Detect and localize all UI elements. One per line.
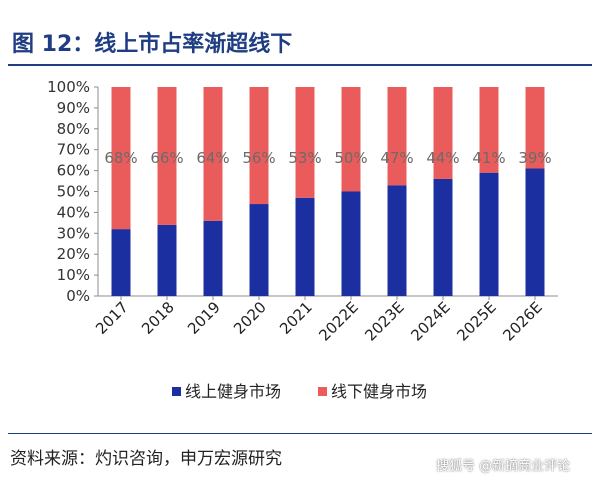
x-tick-label: 2023E [361,298,407,344]
chart-title: 图 12：线上市占率渐超线下 [12,32,293,57]
bar-online-2020 [249,204,269,296]
stacked-bar-chart: 0% 10% 20% 30% 40% 50% 60% 70% 80% 90% 100% 68% 2017… [47,78,558,401]
title-divider [8,64,592,66]
bar-online-2022E [341,191,361,296]
bar-offline-2021 [295,87,315,198]
y-tick-label: 90% [57,99,90,117]
bar-offline-2020 [249,87,269,205]
x-tick-label: 2018 [138,298,178,338]
data-label: 44% [426,149,459,167]
bar-offline-2017 [111,87,131,230]
data-label: 56% [242,149,275,167]
bar-offline-2025E [479,87,499,173]
y-tick-label: 20% [57,245,90,263]
bar-offline-2024E [433,87,453,179]
y-tick-label: 40% [57,203,90,221]
source-note: 资料来源：灼识咨询，申万宏源研究 [10,449,282,469]
bar-online-2018 [157,224,177,296]
x-tick-label: 2020 [230,298,270,338]
x-tick-label: 2022E [315,298,361,344]
legend-label-offline: 线下健身市场 [331,382,427,401]
y-tick-label: 100% [47,78,90,96]
data-label: 50% [334,149,367,167]
y-tick-label: 60% [57,162,90,180]
x-tick-label: 2019 [184,298,224,338]
legend-swatch-offline [318,387,327,396]
footer-divider [8,433,592,434]
data-label: 47% [380,149,413,167]
bar-online-2023E [387,185,407,296]
legend-label-online: 线上健身市场 [185,382,281,401]
x-tick-label: 2025E [453,298,499,344]
y-tick-label: 80% [57,120,90,138]
bar-offline-2018 [157,87,177,225]
data-label: 68% [104,149,137,167]
bar-online-2019 [203,220,223,296]
y-tick-label: 10% [57,266,90,284]
x-tick-label: 2021 [276,298,316,338]
data-label: 53% [288,149,321,167]
y-tick-label: 0% [66,287,90,305]
watermark: 搜狐号 @新摘商业评论 [436,459,571,474]
bar-online-2021 [295,197,315,296]
data-label: 41% [472,149,505,167]
data-label: 39% [518,149,551,167]
data-label: 64% [196,149,229,167]
bar-offline-2026E [525,87,545,169]
bar-online-2025E [479,172,499,296]
y-tick-label: 70% [57,141,90,159]
x-tick-label: 2017 [92,298,132,338]
x-tick-label: 2024E [407,298,453,344]
legend-swatch-online [172,387,181,396]
y-tick-label: 50% [57,183,90,201]
bar-offline-2019 [203,87,223,221]
bar-online-2026E [525,168,545,296]
bar-offline-2022E [341,87,361,192]
y-tick-label: 30% [57,224,90,242]
bar-online-2017 [111,229,131,296]
data-label: 66% [150,149,183,167]
bar-offline-2023E [387,87,407,186]
bar-online-2024E [433,178,453,296]
x-tick-label: 2026E [499,298,545,344]
